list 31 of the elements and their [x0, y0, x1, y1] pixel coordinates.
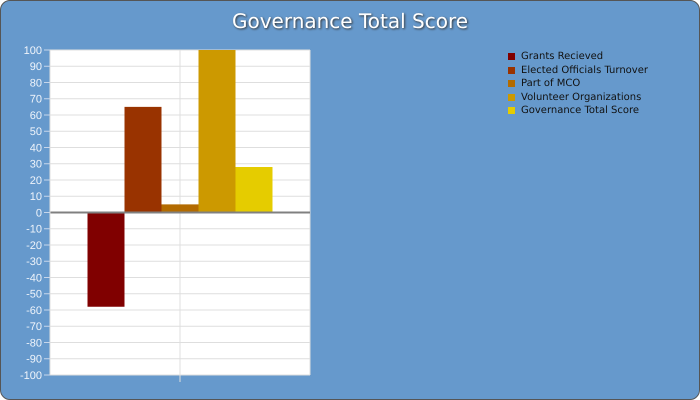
- legend-label: Grants Recieved: [521, 51, 604, 62]
- y-tick-label: -80: [26, 337, 42, 350]
- text: Governance Total Score: [230, 9, 470, 33]
- bar: [198, 50, 236, 212]
- legend-label: Elected Officials Turnover: [521, 64, 648, 76]
- y-tick-label: 30: [30, 158, 42, 171]
- legend-label: Volunteer Organizations: [521, 92, 642, 103]
- bar: [124, 106, 162, 212]
- bar: [236, 167, 272, 212]
- y-tick-label: -50: [26, 288, 42, 301]
- y-tick-label: 50: [30, 126, 42, 138]
- y-tick-label: 10: [30, 191, 42, 204]
- legend-label: Governance Total Score: [521, 105, 640, 116]
- y-tick-label: -90: [26, 354, 42, 366]
- y-tick-label: 100: [24, 44, 42, 57]
- y-tick-label: 90: [30, 61, 42, 74]
- y-tick-label: -60: [26, 304, 42, 317]
- y-tick-label: -40: [26, 272, 42, 284]
- y-tick-label: -100: [20, 370, 42, 382]
- bar: [88, 212, 124, 307]
- y-tick-label: 70: [30, 94, 42, 106]
- y-tick-label: 20: [30, 174, 42, 187]
- y-tick-label: -30: [26, 256, 42, 268]
- y-tick-label: -70: [26, 321, 42, 334]
- y-tick-label: -20: [26, 240, 42, 252]
- y-tick-label: 0: [36, 207, 42, 220]
- y-tick-label: 80: [30, 77, 42, 90]
- y-tick-label: 40: [30, 142, 42, 154]
- y-tick-label: -10: [26, 224, 42, 236]
- y-tick-label: 60: [30, 110, 42, 122]
- legend-label: Part of MCO: [521, 78, 580, 90]
